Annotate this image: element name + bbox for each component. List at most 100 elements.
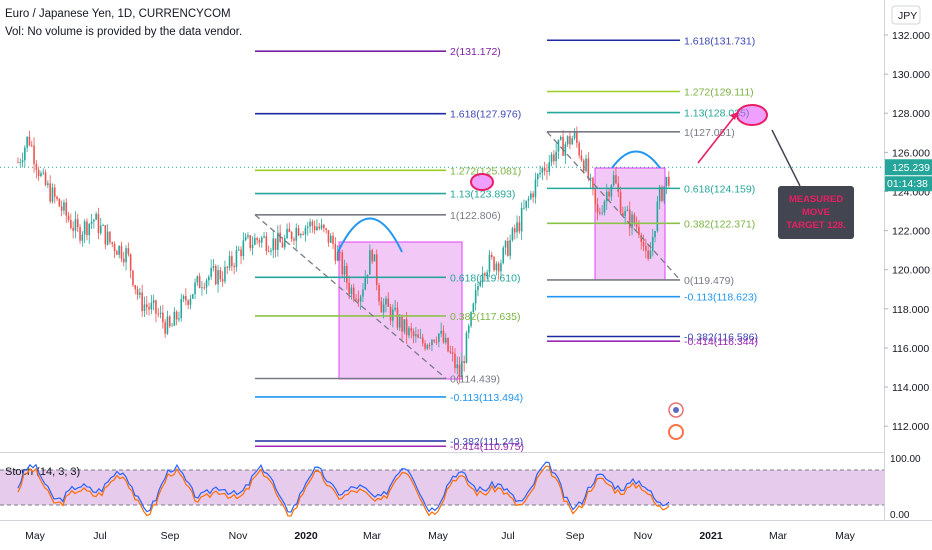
trend-line-left	[254, 214, 447, 379]
candle-body	[601, 212, 603, 214]
candle-body	[196, 276, 199, 283]
candle-body	[536, 174, 539, 180]
price-tick-label: 130.000	[892, 69, 930, 81]
candle-body	[461, 361, 463, 378]
candle-body	[486, 272, 488, 276]
arc-right	[611, 150, 661, 169]
candle-body	[336, 252, 339, 261]
candle-body	[638, 226, 640, 235]
candle-body	[456, 364, 459, 369]
price-tick-label: 128.000	[892, 108, 930, 120]
candle-body	[157, 313, 160, 315]
candle-body	[256, 237, 258, 241]
candle-body	[240, 249, 242, 257]
candle-body	[507, 240, 509, 256]
candle-body	[162, 312, 164, 323]
price-tick-label: 118.000	[892, 304, 929, 316]
fib-level-label: 1.618(127.976)	[450, 109, 521, 121]
candle-body	[226, 266, 229, 268]
candle-body	[490, 254, 493, 258]
candle-body	[249, 235, 252, 249]
candle-body	[628, 209, 631, 229]
candle-body	[451, 352, 454, 354]
candle-body	[198, 276, 201, 289]
candle-body	[454, 353, 456, 369]
fib-level-label: 1(122.806)	[450, 210, 501, 222]
stoch-tick-100: 100.00	[890, 454, 921, 465]
candle-body	[343, 266, 346, 275]
candle-body	[325, 228, 327, 231]
candle-body	[449, 351, 452, 353]
fib-level-label: 0(119.479)	[684, 275, 734, 287]
candle-body	[594, 189, 597, 205]
candle-body	[624, 210, 626, 216]
candle-body	[435, 341, 438, 343]
candle-body	[541, 167, 544, 173]
candle-body	[550, 154, 553, 163]
candle-body	[72, 228, 74, 231]
candle-body	[484, 273, 486, 276]
candle-body	[663, 186, 666, 201]
candle-body	[35, 164, 38, 171]
candle-body	[582, 160, 585, 172]
fib-level-label: 1.13(123.893)	[450, 189, 515, 201]
candle-body	[152, 300, 155, 304]
target-ellipse-left	[470, 173, 494, 191]
candle-body	[203, 287, 206, 289]
candle-body	[553, 154, 555, 162]
candle-body	[626, 209, 629, 211]
candle-body	[440, 330, 442, 334]
candle-body	[318, 226, 321, 229]
candle-body	[665, 176, 668, 187]
candle-body	[109, 231, 111, 243]
candle-body	[408, 327, 410, 336]
candle-body	[495, 263, 498, 271]
fib-level-label: -0.414(110.975)	[450, 441, 524, 453]
candle-body	[438, 333, 440, 343]
candle-body	[272, 238, 275, 251]
candle-body	[175, 311, 178, 320]
candle-body	[145, 304, 148, 307]
candle-body	[612, 175, 615, 186]
stoch-k-line	[17, 461, 670, 513]
candle-body	[580, 155, 583, 161]
fib-level-label: -0.113(113.494)	[450, 392, 523, 404]
candle-body	[592, 177, 594, 190]
time-axis-label: Mar	[363, 530, 382, 542]
candle-body	[493, 257, 495, 271]
time-axis-label: May	[428, 530, 449, 542]
candle-body	[178, 318, 180, 320]
candle-body	[295, 228, 298, 241]
candle-body	[113, 244, 116, 252]
candle-body	[359, 296, 362, 302]
target-arrow-line	[697, 111, 739, 164]
currency-badge[interactable]	[891, 5, 921, 25]
candle-body	[366, 274, 369, 278]
stoch-tick-0: 0.00	[890, 510, 910, 521]
candle-body	[504, 240, 507, 248]
candle-body	[412, 331, 415, 337]
price-tick-label: 112.000	[892, 421, 929, 433]
candle-body	[532, 193, 534, 198]
price-tick-label: 120.000	[892, 265, 930, 277]
time-axis-label: 2020	[294, 530, 318, 542]
candle-body	[102, 225, 104, 226]
candle-body	[605, 191, 608, 202]
candle-body	[329, 235, 332, 243]
candle-body	[42, 172, 45, 174]
candle-body	[523, 207, 525, 209]
candle-body	[380, 301, 383, 313]
time-axis-label: Sep	[161, 530, 180, 542]
candle-body	[481, 273, 484, 282]
candle-body	[63, 202, 65, 211]
candle-body	[281, 242, 284, 248]
candle-body	[608, 191, 610, 197]
candle-body	[431, 339, 433, 346]
candle-body	[421, 337, 424, 344]
candle-body	[180, 299, 183, 319]
candle-body	[357, 299, 360, 302]
candle-body	[656, 201, 659, 231]
candle-body	[260, 237, 263, 243]
candle-body	[283, 238, 286, 248]
